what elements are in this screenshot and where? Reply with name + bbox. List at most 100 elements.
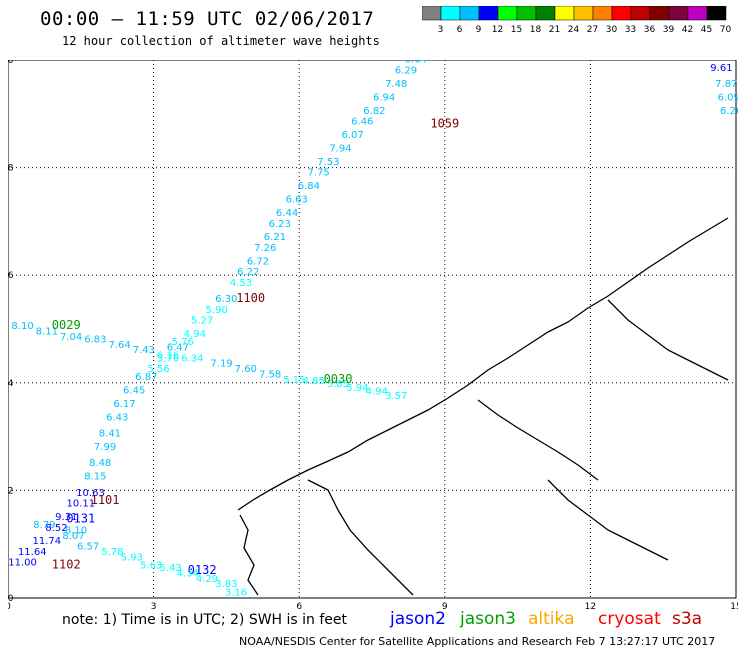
plot-area: 036912156062646668708.108.117.046.837.64… bbox=[8, 60, 738, 610]
wave-height-label: 6.43 bbox=[106, 412, 128, 423]
colorbar-swatch bbox=[478, 6, 499, 21]
chart-title: 00:00 – 11:59 UTC 02/06/2017 bbox=[40, 8, 375, 30]
wave-height-label: 6.45 bbox=[123, 386, 145, 397]
wave-height-label: 6.83 bbox=[84, 334, 106, 345]
wave-height-label: 6.72 bbox=[247, 256, 269, 267]
legend-altika: altika bbox=[528, 609, 575, 629]
wave-height-label: 7.04 bbox=[60, 332, 82, 343]
wave-height-label: 11.64 bbox=[18, 547, 47, 558]
wave-height-label: 5.90 bbox=[206, 305, 228, 316]
wave-height-label: 8.79 bbox=[33, 520, 55, 531]
colorbar-label: 9 bbox=[476, 25, 482, 35]
wave-height-label: 7.53 bbox=[317, 157, 339, 168]
footer-credit: NOAA/NESDIS Center for Satellite Applica… bbox=[239, 635, 716, 648]
pass-time-label: 0029 bbox=[52, 318, 81, 332]
x-tick-label: 15 bbox=[730, 602, 738, 610]
wave-height-label: 6.30 bbox=[215, 294, 237, 305]
colorbar-swatch bbox=[668, 6, 689, 21]
wave-height-label: 6.09 bbox=[718, 92, 738, 103]
wave-height-label: 5.15 bbox=[283, 375, 305, 386]
wave-height-label: 8.07 bbox=[62, 531, 84, 542]
y-tick-label: 60 bbox=[8, 594, 14, 604]
wave-height-label: 10.11 bbox=[66, 499, 95, 510]
colorbar-label: 15 bbox=[511, 25, 522, 35]
wave-height-label: 4.94 bbox=[366, 387, 388, 398]
wave-height-label: 6.34 bbox=[181, 353, 203, 364]
wave-height-label: 7.58 bbox=[259, 369, 281, 380]
colorbar-label: 36 bbox=[644, 25, 656, 35]
wave-height-label: 6.63 bbox=[286, 195, 308, 206]
y-tick-label: 66 bbox=[8, 271, 14, 281]
colorbar-label: 12 bbox=[492, 25, 503, 35]
y-tick-label: 70 bbox=[8, 60, 14, 66]
wave-height-label: 8.11 bbox=[36, 326, 58, 337]
legend-jason2: jason2 bbox=[390, 609, 446, 629]
wave-height-label: 7.87 bbox=[715, 79, 737, 90]
colorbar-swatch bbox=[592, 6, 613, 21]
pass-time-label: 1100 bbox=[236, 291, 265, 305]
colorbar-label: 18 bbox=[530, 25, 542, 35]
wave-height-label: 11.74 bbox=[33, 536, 62, 547]
wave-height-label: 7.19 bbox=[210, 359, 232, 370]
colorbar-swatch bbox=[630, 6, 651, 21]
wave-height-label: 6.82 bbox=[363, 106, 385, 117]
wave-height-label: 7.48 bbox=[385, 79, 407, 90]
colorbar-label: 21 bbox=[549, 25, 560, 35]
wave-height-label: 6.84 bbox=[298, 181, 320, 192]
wave-height-label: 7.43 bbox=[133, 345, 155, 356]
colorbar-swatch bbox=[573, 6, 594, 21]
wave-height-label: 5.56 bbox=[147, 364, 169, 375]
wave-height-label: 4.29 bbox=[196, 574, 218, 585]
colorbar-label: 33 bbox=[625, 25, 636, 35]
wave-height-label: 6.17 bbox=[113, 399, 135, 410]
colorbar-swatch bbox=[554, 6, 575, 21]
wave-height-label: 6.07 bbox=[341, 130, 363, 141]
pass-time-label: 0131 bbox=[66, 512, 95, 526]
wave-height-label: 7.99 bbox=[94, 442, 116, 453]
wave-height-label: 8.10 bbox=[65, 525, 87, 536]
pass-time-label: 0030 bbox=[324, 372, 353, 386]
colorbar-swatch bbox=[497, 6, 518, 21]
wave-height-label: 6.26 bbox=[720, 106, 738, 117]
colorbar-label: 3 bbox=[438, 25, 444, 35]
wave-height-label: 6.46 bbox=[351, 117, 373, 128]
wave-height-label: 8.48 bbox=[89, 458, 111, 469]
colorbar-label: 24 bbox=[568, 25, 580, 35]
wave-height-label: 5.76 bbox=[172, 337, 194, 348]
wave-height-label: 8.41 bbox=[99, 429, 121, 440]
wave-height-label: 7.94 bbox=[329, 143, 351, 154]
x-tick-label: 0 bbox=[8, 602, 11, 610]
colorbar-label: 39 bbox=[663, 25, 675, 35]
legend-cryosat: cryosat bbox=[598, 609, 661, 629]
wave-height-label: 5.93 bbox=[121, 552, 143, 563]
colorbar-swatch bbox=[706, 6, 727, 21]
legend-s3a: s3a bbox=[672, 609, 703, 629]
coastline bbox=[237, 217, 729, 596]
wave-height-label: 3.16 bbox=[225, 587, 247, 598]
wave-height-label: 6.16 bbox=[157, 351, 179, 362]
plot-frame bbox=[8, 60, 737, 599]
colorbar-label: 42 bbox=[682, 25, 693, 35]
wave-height-label: 9.61 bbox=[710, 63, 732, 74]
y-tick-label: 62 bbox=[8, 486, 13, 496]
wave-height-label: 6.47 bbox=[167, 343, 189, 354]
colorbar-swatch bbox=[611, 6, 632, 21]
wave-height-label: 5.76 bbox=[157, 353, 179, 364]
wave-height-label: 5.43 bbox=[159, 563, 181, 574]
wave-height-label: 7.64 bbox=[108, 340, 130, 351]
x-tick-label: 3 bbox=[151, 602, 157, 610]
wave-height-label: 5.78 bbox=[101, 547, 123, 558]
wave-height-label: 9.31 bbox=[55, 512, 77, 523]
x-tick-label: 9 bbox=[442, 602, 448, 610]
wave-height-label: 6.22 bbox=[237, 267, 259, 278]
legend-jason3: jason3 bbox=[460, 609, 516, 629]
pass-time-label: 0132 bbox=[188, 563, 217, 577]
colorbar-label: 30 bbox=[606, 25, 618, 35]
x-tick-label: 12 bbox=[585, 602, 596, 610]
wave-height-label: 4.85 bbox=[303, 376, 325, 387]
wave-height-label: 4.34 bbox=[176, 568, 198, 579]
wave-height-label: 5.63 bbox=[140, 560, 162, 571]
wave-height-label: 3.83 bbox=[215, 579, 237, 590]
wave-height-label: 3.57 bbox=[385, 391, 407, 402]
